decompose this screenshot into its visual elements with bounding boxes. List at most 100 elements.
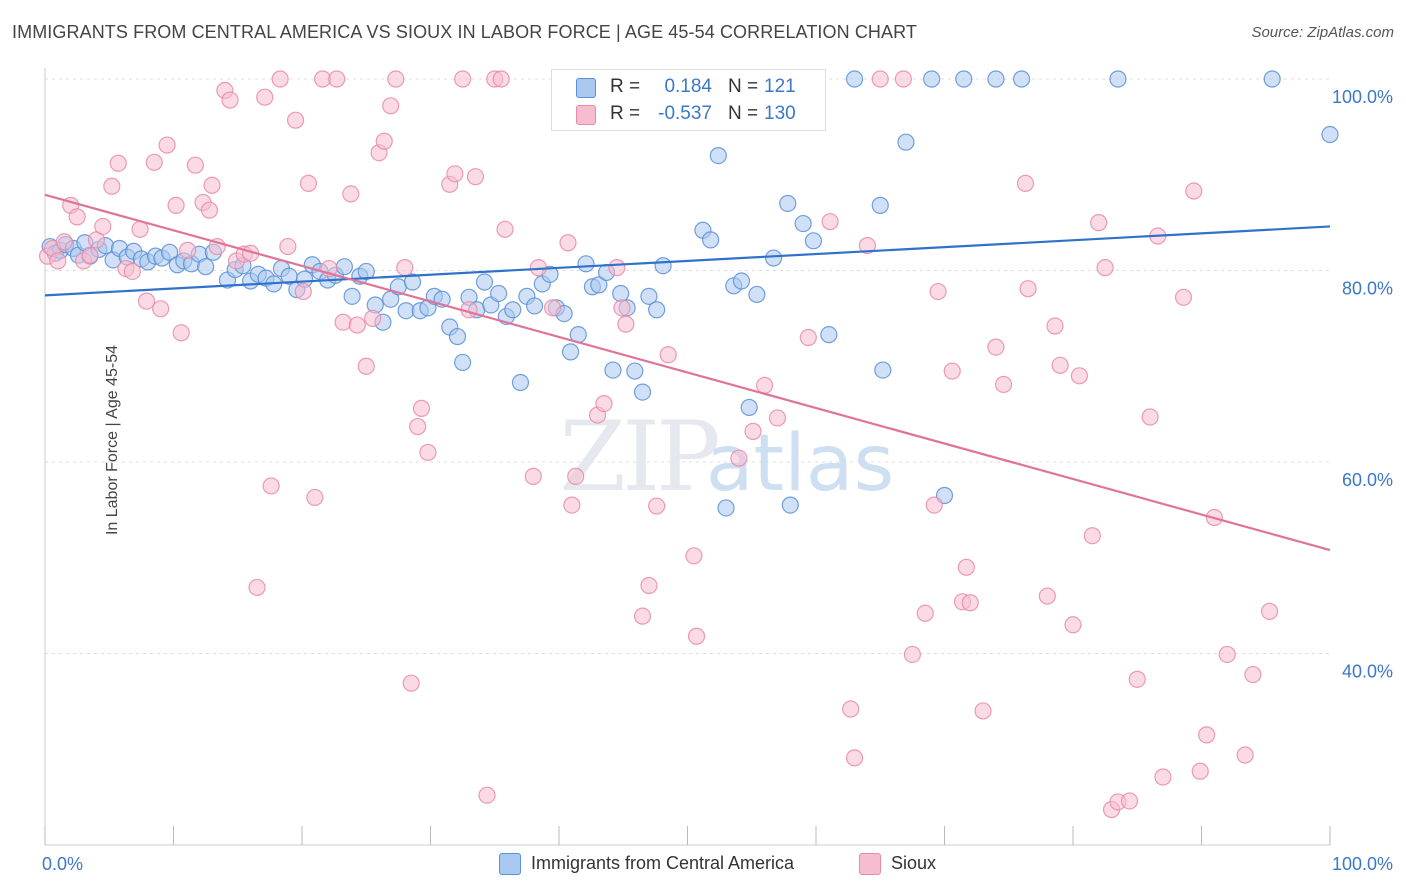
data-point-central-america [709,147,727,165]
data-point-sioux [342,185,360,203]
data-point-sioux [334,313,352,331]
data-point-sioux [916,604,934,622]
data-point-sioux [1090,214,1108,232]
data-point-sioux [1046,317,1064,335]
data-point-sioux [633,607,652,625]
data-point-central-america [764,249,783,267]
data-point-sioux [306,488,324,507]
data-point-sioux [396,259,414,277]
data-point-sioux [256,88,274,106]
data-point-sioux [768,409,787,427]
data-point-sioux [871,70,889,88]
bottom-legend-label-blue: Immigrants from Central America [531,853,795,873]
data-point-sioux [271,70,289,88]
data-point-sioux [1218,645,1236,664]
data-point-central-america [612,284,630,303]
data-point-sioux [172,324,190,342]
data-point-central-america [1263,70,1281,88]
data-point-central-america [626,362,644,380]
data-point-central-america [804,232,823,250]
data-point-sioux [492,70,510,88]
data-point-sioux [845,749,864,767]
data-point-sioux [987,338,1005,356]
data-point-sioux [744,422,762,440]
data-point-sioux [382,97,400,115]
data-point-sioux [1016,174,1035,192]
data-point-sioux [1141,408,1159,426]
data-point-sioux [348,316,366,334]
data-point-sioux [799,328,817,347]
data-point-sioux [821,213,839,231]
data-point-sioux [957,558,975,576]
data-point-sioux [1191,762,1209,780]
data-point-central-america [561,343,580,361]
data-point-sioux [387,70,405,88]
watermark-zip: ZIP [559,401,718,513]
data-point-central-america [490,284,508,303]
data-point-sioux [419,443,437,462]
data-point-sioux [755,376,774,394]
data-point-sioux [1120,792,1139,810]
data-point-central-america [577,255,595,273]
axes [44,68,1331,846]
data-point-sioux [1198,726,1216,744]
data-point-sioux [466,168,485,186]
y-tick-label: 40.0% [1342,662,1393,682]
x-tick-label: 0.0% [42,854,83,874]
data-point-sioux [842,700,860,718]
data-point-sioux [1174,288,1193,306]
data-point-sioux [1070,367,1089,385]
data-point-central-america [794,214,812,233]
x-tick-label: 100.0% [1332,854,1393,874]
data-point-central-america [702,231,720,249]
legend-n-label: N = [728,103,759,124]
data-point-sioux [685,547,703,565]
data-point-sioux [55,233,73,251]
data-point-central-america [955,70,973,88]
data-point-central-america [590,276,608,294]
legend-r-value: -0.537 [658,103,712,124]
data-point-sioux [158,136,176,154]
bottom-legend-swatch-blue [499,853,521,875]
data-point-central-america [897,133,915,151]
data-point-central-america [648,301,666,319]
tick-labels: 40.0% 60.0% 80.0% 100.0% 0.0% 100.0% [42,87,1393,874]
data-point-sioux [608,259,626,277]
data-point-sioux [1185,182,1203,200]
data-point-sioux [109,154,127,172]
data-point-sioux [1038,587,1056,605]
data-point-sioux [1128,670,1146,688]
data-point-sioux [640,576,658,595]
data-point-central-america [640,287,658,305]
data-point-sioux [1236,746,1254,764]
legend-r-value: 0.184 [664,76,712,97]
data-point-central-america [871,196,889,214]
data-point-central-america [1109,70,1127,88]
data-point-sioux [567,467,585,485]
data-point-sioux [286,111,305,129]
data-point-sioux [454,70,472,88]
legend-r-label: R = [610,103,641,124]
data-point-central-america [740,398,758,417]
data-point-sioux [1051,356,1069,374]
data-point-sioux [1154,768,1172,786]
data-point-sioux [478,786,496,804]
data-point-sioux [364,309,382,327]
data-point-sioux [1244,665,1262,684]
data-point-sioux [145,153,163,171]
data-point-sioux [648,497,666,515]
source-label: Source: ZipAtlas.com [1251,24,1394,41]
data-point-central-america [781,496,799,514]
data-point-sioux [974,702,992,720]
y-tick-label: 100.0% [1332,87,1393,107]
data-point-sioux [595,394,613,413]
data-point-central-america [357,262,375,281]
series-sioux [38,70,1279,819]
data-point-sioux [858,237,877,255]
data-point-sioux [730,449,748,467]
data-point-central-america [717,499,735,517]
legend-n-value: 130 [764,103,796,124]
data-point-sioux [943,362,961,380]
legend-swatch-pink [576,105,596,125]
